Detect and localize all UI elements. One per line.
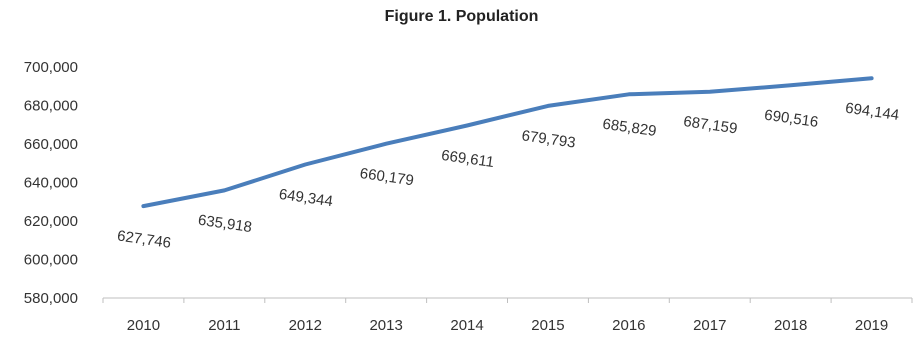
data-point (870, 76, 874, 80)
data-label: 627,746 (116, 227, 172, 251)
x-tick-label: 2018 (774, 317, 807, 334)
data-label: 635,918 (197, 212, 253, 236)
data-point (789, 83, 793, 87)
data-label: 669,611 (440, 147, 495, 171)
x-tick-label: 2011 (208, 317, 240, 334)
x-tick-label: 2017 (693, 317, 726, 334)
data-point (384, 142, 388, 146)
chart-title: Figure 1. Population (384, 8, 539, 25)
x-tick-label: 2016 (612, 317, 645, 334)
y-tick-label: 600,000 (24, 252, 78, 269)
y-tick-label: 700,000 (24, 59, 78, 76)
x-tick-label: 2010 (127, 317, 160, 334)
y-tick-label: 620,000 (24, 213, 78, 230)
data-point (303, 163, 307, 167)
y-tick-label: 580,000 (24, 290, 78, 307)
y-tick-label: 640,000 (24, 175, 78, 192)
y-tick-label: 680,000 (24, 98, 78, 115)
x-tick-label: 2014 (450, 317, 483, 334)
population-series-line (141, 76, 874, 209)
data-point (141, 204, 145, 208)
x-tick-label: 2013 (369, 317, 402, 334)
data-label: 690,516 (763, 107, 819, 131)
data-label: 687,159 (682, 113, 738, 137)
data-point (627, 92, 631, 96)
x-tick-label: 2019 (855, 317, 888, 334)
data-point (708, 90, 712, 94)
x-tick-label: 2012 (289, 317, 322, 334)
data-point (546, 104, 550, 108)
data-label: 649,344 (278, 186, 334, 210)
y-tick-label: 660,000 (24, 136, 78, 153)
data-point (465, 123, 469, 127)
x-tick-label: 2015 (531, 317, 564, 334)
data-label: 679,793 (521, 127, 577, 151)
data-label: 660,179 (359, 165, 415, 189)
data-label: 685,829 (601, 116, 657, 140)
data-label: 694,144 (844, 100, 900, 124)
data-point (222, 188, 226, 192)
